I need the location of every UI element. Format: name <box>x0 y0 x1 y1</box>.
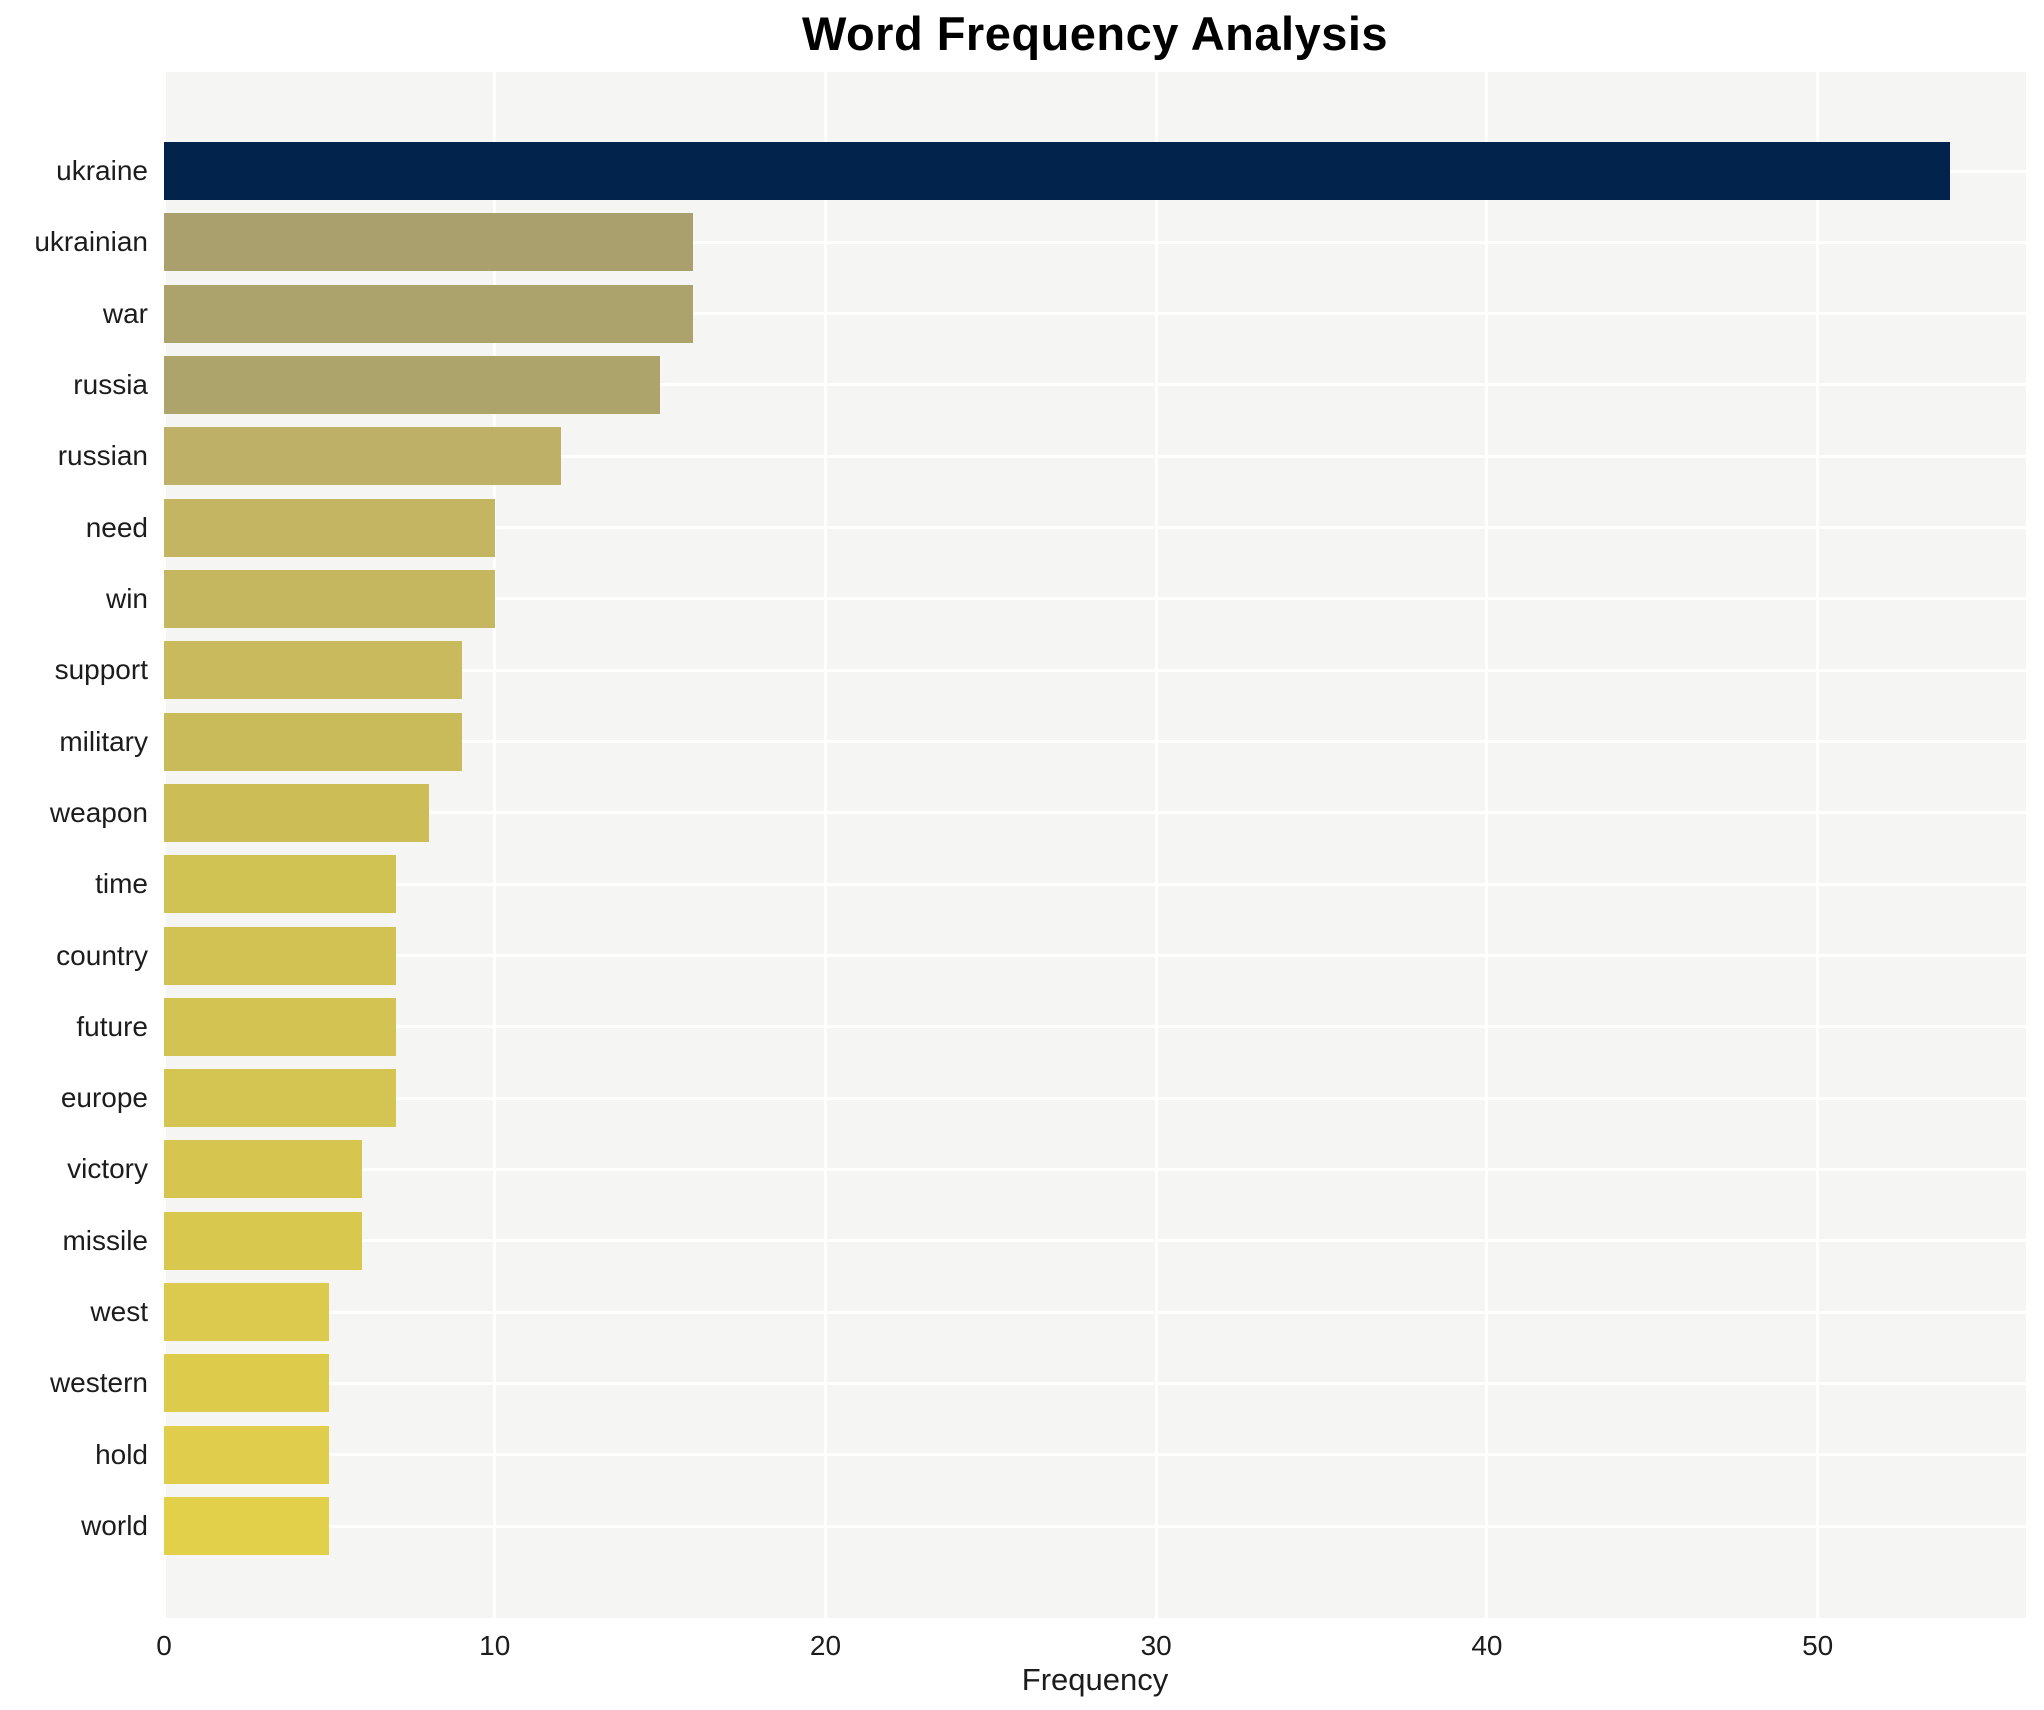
bar-world <box>164 1497 330 1556</box>
y-tick-label-military: military <box>59 725 148 757</box>
bar-western <box>164 1354 330 1413</box>
gridline-x-20 <box>823 72 827 1618</box>
bar-future <box>164 997 396 1056</box>
gridline-y-west <box>164 1310 2026 1314</box>
gridline-y-russia <box>164 383 2026 387</box>
bar-hold <box>164 1425 330 1484</box>
bar-ukrainian <box>164 213 694 272</box>
gridline-y-russian <box>164 454 2026 458</box>
gridline-x-0 <box>162 72 166 1618</box>
gridline-x-10 <box>493 72 497 1618</box>
y-tick-label-hold: hold <box>95 1438 148 1470</box>
bar-russian <box>164 427 561 486</box>
gridline-y-missile <box>164 1239 2026 1243</box>
y-tick-label-west: west <box>90 1296 148 1328</box>
y-tick-label-ukrainian: ukrainian <box>34 226 148 258</box>
x-tick-label-30: 30 <box>1140 1630 1172 1661</box>
gridline-y-victory <box>164 1167 2026 1171</box>
y-tick-label-russia: russia <box>73 368 148 400</box>
y-tick-label-future: future <box>76 1010 148 1042</box>
bar-weapon <box>164 783 429 842</box>
gridline-x-30 <box>1154 72 1158 1618</box>
y-tick-label-support: support <box>54 654 148 686</box>
bar-russia <box>164 355 661 414</box>
gridline-y-country <box>164 954 2026 958</box>
y-tick-label-world: world <box>81 1510 148 1542</box>
gridline-x-40 <box>1485 72 1489 1618</box>
y-tick-label-ukraine: ukraine <box>56 155 148 186</box>
gridline-y-world <box>164 1524 2026 1528</box>
bar-ukraine <box>164 142 1950 200</box>
gridline-y-ukrainian <box>164 240 2026 244</box>
gridline-y-western <box>164 1381 2026 1385</box>
bar-war <box>164 284 694 343</box>
gridline-y-time <box>164 882 2026 886</box>
gridline-y-europe <box>164 1096 2026 1100</box>
bar-missile <box>164 1211 363 1270</box>
gridline-y-hold <box>164 1453 2026 1457</box>
bar-victory <box>164 1140 363 1199</box>
bar-country <box>164 926 396 985</box>
y-tick-label-western: western <box>49 1367 148 1399</box>
bar-win <box>164 569 495 628</box>
chart-title: Word Frequency Analysis <box>801 7 1389 60</box>
gridline-y-need <box>164 526 2026 530</box>
gridline-y-future <box>164 1025 2026 1029</box>
bar-europe <box>164 1069 396 1128</box>
y-tick-label-russian: russian <box>57 440 148 472</box>
gridline-y-military <box>164 740 2026 744</box>
y-tick-label-weapon: weapon <box>49 796 148 828</box>
y-tick-label-win: win <box>105 582 148 614</box>
x-tick-label-10: 10 <box>479 1630 511 1661</box>
bar-time <box>164 855 396 914</box>
gridline-y-win <box>164 597 2026 601</box>
y-tick-label-war: war <box>102 297 148 329</box>
gridline-x-50 <box>1816 72 1820 1618</box>
x-tick-label-50: 50 <box>1802 1630 1834 1661</box>
plot-area <box>162 72 2026 1618</box>
y-tick-label-missile: missile <box>62 1224 148 1256</box>
x-tick-label-20: 20 <box>809 1630 842 1661</box>
x-axis-title: Frequency <box>1021 1662 1169 1697</box>
bar-need <box>164 498 495 557</box>
y-tick-label-country: country <box>56 939 148 971</box>
gridline-y-war <box>164 312 2026 316</box>
bar-support <box>164 641 462 700</box>
bar-military <box>164 712 462 771</box>
x-tick-label-40: 40 <box>1471 1630 1503 1661</box>
y-tick-label-time: time <box>95 868 148 900</box>
y-tick-label-need: need <box>85 511 148 543</box>
gridline-y-weapon <box>164 811 2026 815</box>
x-tick-label-0: 0 <box>156 1630 172 1661</box>
bar-west <box>164 1283 330 1342</box>
y-tick-label-europe: europe <box>60 1082 148 1114</box>
y-tick-label-victory: victory <box>67 1153 148 1185</box>
gridline-y-support <box>164 668 2026 672</box>
